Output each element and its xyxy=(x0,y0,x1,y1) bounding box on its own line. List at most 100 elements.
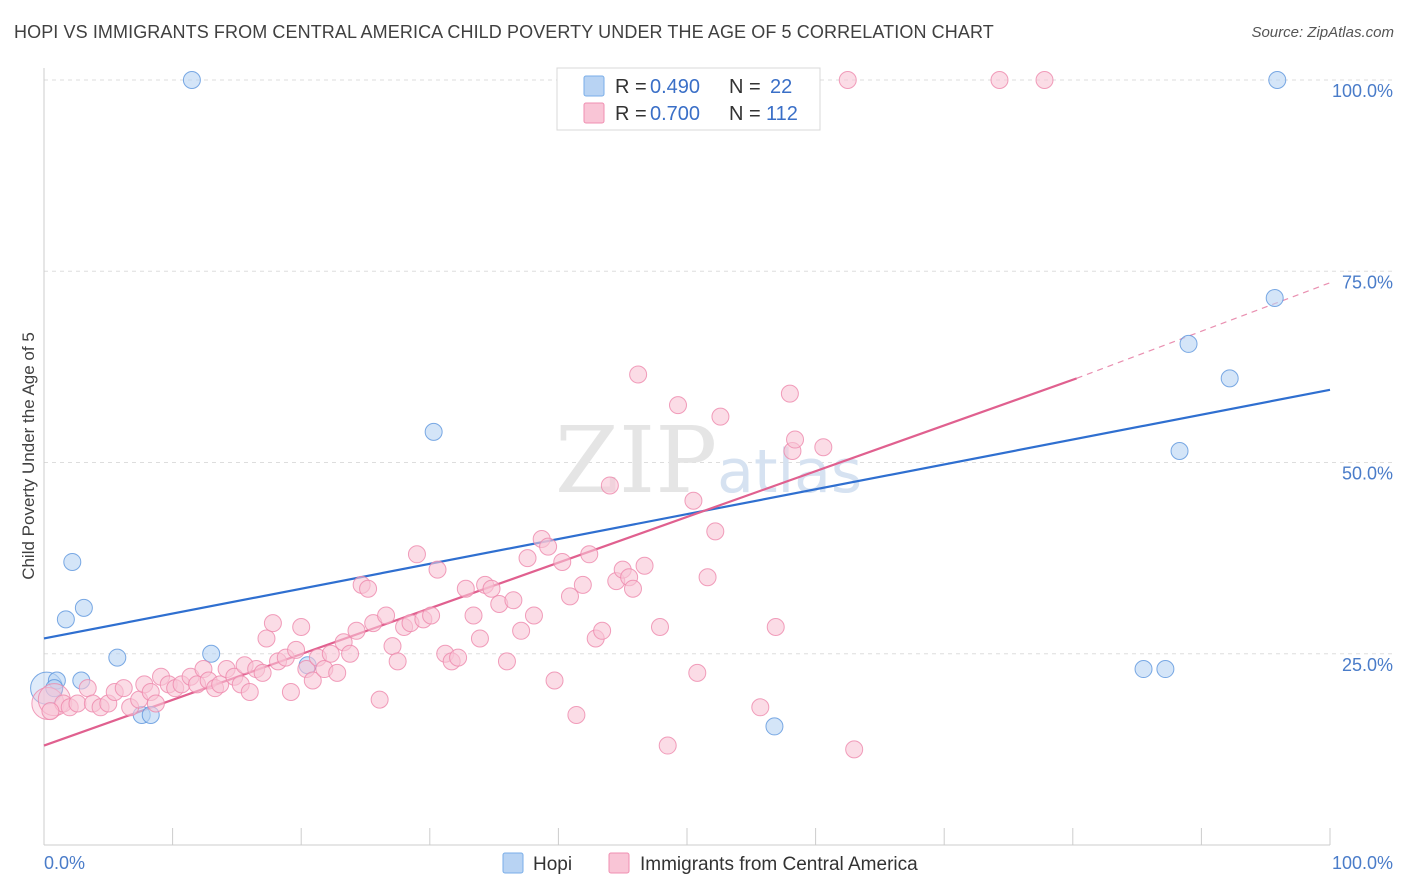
point-immigrants-102 xyxy=(766,617,785,636)
point-immigrants-77 xyxy=(539,537,558,556)
x-tick-label-max: 100.0% xyxy=(1332,853,1393,873)
series-hopi xyxy=(30,71,1287,736)
y-axis-label: Child Poverty Under the Age of 5 xyxy=(19,332,38,580)
legend-r-label-immigrants: R = xyxy=(615,103,647,125)
point-immigrants-60 xyxy=(422,606,441,625)
x-tick-marks xyxy=(172,828,1331,845)
legend-n-value-immigrants: 112 xyxy=(766,103,798,125)
point-immigrants-71 xyxy=(497,652,516,671)
point-immigrants-109 xyxy=(990,71,1009,89)
legend-n-label-immigrants: N = xyxy=(729,103,761,125)
point-immigrants-74 xyxy=(518,549,537,568)
point-immigrants-78 xyxy=(545,671,564,690)
point-immigrants-69 xyxy=(482,579,501,598)
chart-title: HOPI VS IMMIGRANTS FROM CENTRAL AMERICA … xyxy=(14,22,994,42)
point-immigrants-108 xyxy=(845,740,864,759)
point-immigrants-53 xyxy=(377,606,396,625)
point-immigrants-50 xyxy=(359,579,378,598)
point-immigrants-67 xyxy=(470,629,489,648)
point-immigrants-48 xyxy=(347,621,366,640)
point-immigrants-66 xyxy=(464,606,483,625)
point-immigrants-110 xyxy=(1035,71,1054,89)
point-immigrants-15 xyxy=(146,694,165,713)
y-tick-label-100: 100.0% xyxy=(1332,81,1393,101)
legend-r-label-hopi: R = xyxy=(615,76,647,98)
point-immigrants-97 xyxy=(688,663,707,682)
watermark: ZIPatlas xyxy=(555,407,862,514)
point-immigrants-72 xyxy=(504,591,523,610)
point-hopi-11 xyxy=(202,644,221,663)
point-immigrants-75 xyxy=(524,606,543,625)
point-immigrants-47 xyxy=(341,644,360,663)
point-immigrants-37 xyxy=(281,683,300,701)
point-hopi-15 xyxy=(1134,660,1153,679)
point-immigrants-91 xyxy=(629,365,648,384)
point-immigrants-81 xyxy=(567,705,586,724)
point-immigrants-4 xyxy=(68,694,87,713)
point-immigrants-44 xyxy=(321,644,340,663)
point-immigrants-41 xyxy=(303,671,322,690)
point-immigrants-82 xyxy=(573,575,592,594)
point-hopi-7 xyxy=(108,648,127,667)
point-immigrants-79 xyxy=(553,552,572,571)
point-immigrants-95 xyxy=(668,396,687,415)
point-immigrants-45 xyxy=(328,663,347,682)
point-hopi-18 xyxy=(1179,334,1198,353)
point-immigrants-65 xyxy=(456,579,475,598)
legend-swatch-immigrants xyxy=(583,102,605,124)
point-immigrants-105 xyxy=(786,430,805,449)
point-hopi-17 xyxy=(1170,442,1189,461)
point-immigrants-92 xyxy=(635,556,654,575)
y-tick-label-25: 25.0% xyxy=(1342,655,1393,675)
trend-line-hopi xyxy=(43,388,1331,640)
point-immigrants-30 xyxy=(240,683,259,701)
point-immigrants-98 xyxy=(698,568,717,587)
bottom-legend-swatch-hopi xyxy=(502,852,524,874)
point-immigrants-64 xyxy=(449,648,468,667)
legend-n-label-hopi: N = xyxy=(729,76,761,98)
point-immigrants-90 xyxy=(623,579,642,598)
legend-r-value-immigrants: 0.700 xyxy=(650,103,700,125)
point-hopi-10 xyxy=(182,71,201,89)
point-immigrants-32 xyxy=(253,663,272,682)
point-hopi-21 xyxy=(1268,71,1287,89)
point-immigrants-93 xyxy=(650,617,669,636)
point-immigrants-96 xyxy=(684,491,703,510)
point-immigrants-10 xyxy=(114,679,133,698)
point-hopi-16 xyxy=(1156,660,1175,679)
point-immigrants-85 xyxy=(593,621,612,640)
y-tick-label-75: 75.0% xyxy=(1342,272,1393,292)
point-hopi-4 xyxy=(56,610,75,629)
point-immigrants-99 xyxy=(706,522,725,541)
point-immigrants-61 xyxy=(428,560,447,579)
point-immigrants-25 xyxy=(211,675,230,694)
y-tick-label-50: 50.0% xyxy=(1342,464,1393,484)
point-immigrants-58 xyxy=(407,545,426,564)
point-immigrants-86 xyxy=(600,476,619,495)
point-immigrants-33 xyxy=(257,629,276,648)
bottom-legend-label-immigrants: Immigrants from Central America xyxy=(640,854,918,875)
point-immigrants-103 xyxy=(780,384,799,403)
data-points xyxy=(30,71,1287,759)
x-tick-label-min: 0.0% xyxy=(44,853,85,873)
point-immigrants-34 xyxy=(263,614,282,633)
bottom-legend-swatch-immigrants xyxy=(608,852,630,874)
source-label: Source: ZipAtlas.com xyxy=(1251,24,1394,41)
point-immigrants-107 xyxy=(838,71,857,89)
point-immigrants-94 xyxy=(658,736,677,755)
point-immigrants-101 xyxy=(751,698,770,717)
legend-box: R = 0.490 N = 22 R = 0.700 N = 112 xyxy=(556,67,821,131)
y-tick-labels: 25.0% 50.0% 75.0% 100.0% xyxy=(1332,81,1393,675)
point-immigrants-111 xyxy=(41,702,60,721)
point-immigrants-39 xyxy=(292,617,311,636)
point-immigrants-73 xyxy=(512,621,531,640)
legend-n-value-hopi: 22 xyxy=(770,76,792,98)
point-hopi-13 xyxy=(424,422,443,441)
point-immigrants-52 xyxy=(370,690,389,709)
point-immigrants-55 xyxy=(388,652,407,671)
point-immigrants-83 xyxy=(580,545,599,564)
legend-swatch-hopi xyxy=(583,75,605,97)
point-hopi-3 xyxy=(63,552,82,571)
bottom-legend-label-hopi: Hopi xyxy=(533,854,572,875)
